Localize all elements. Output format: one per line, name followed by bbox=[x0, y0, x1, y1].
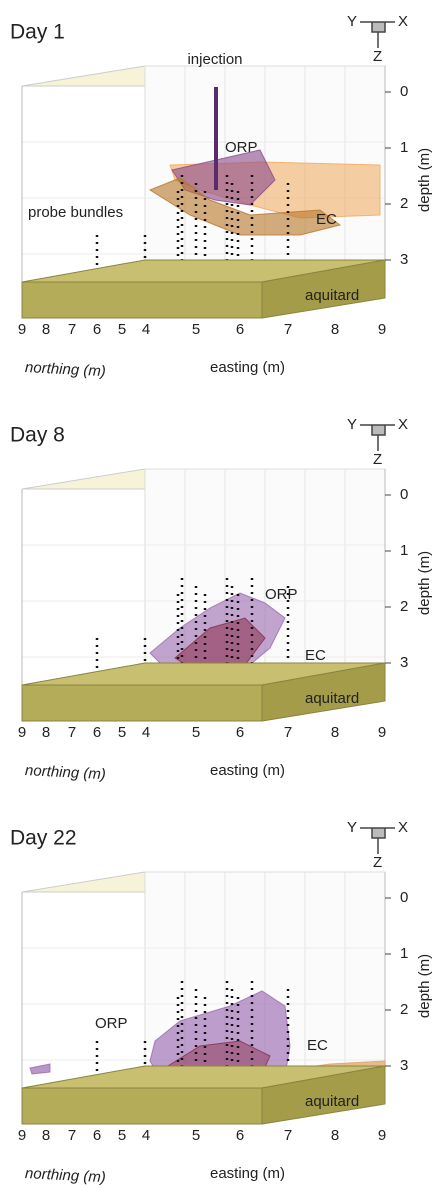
depth-tick-label: 1 bbox=[400, 139, 408, 156]
northing-tick-label: 7 bbox=[68, 724, 76, 741]
aquitard-side bbox=[261, 259, 386, 319]
annotation: aquitard bbox=[305, 1093, 359, 1110]
annotation: ORP bbox=[95, 1015, 128, 1032]
aquitard-front bbox=[21, 684, 263, 722]
easting-tick-label: 8 bbox=[331, 321, 339, 338]
northing-tick-label: 9 bbox=[18, 321, 26, 338]
northing-label: northing (m) bbox=[25, 359, 107, 380]
northing-tick-label: 8 bbox=[42, 1127, 50, 1144]
northing-tick-label: 6 bbox=[93, 321, 101, 338]
easting-tick-label: 5 bbox=[192, 724, 200, 741]
northing-tick-label: 8 bbox=[42, 321, 50, 338]
depth-tick-label: 3 bbox=[400, 1057, 408, 1074]
orientation-x: X bbox=[398, 13, 408, 30]
northing-label: northing (m) bbox=[25, 762, 107, 783]
easting-tick-label: 7 bbox=[284, 1127, 292, 1144]
easting-tick-label: 9 bbox=[378, 724, 386, 741]
orientation-z: Z bbox=[373, 48, 382, 65]
orientation-x: X bbox=[398, 416, 408, 433]
orientation-glyph bbox=[360, 827, 395, 854]
orientation-glyph bbox=[360, 21, 395, 48]
panel-title: Day 8 bbox=[10, 424, 65, 447]
panel-title: Day 1 bbox=[10, 21, 65, 44]
annotation: EC bbox=[316, 211, 337, 228]
aquitard-side bbox=[261, 662, 386, 722]
northing-tick-label: 4 bbox=[142, 1127, 150, 1144]
depth-tick-label: 2 bbox=[400, 1001, 408, 1018]
annotation: ORP bbox=[225, 139, 258, 156]
depth-tick-label: 2 bbox=[400, 195, 408, 212]
easting-tick-label: 9 bbox=[378, 321, 386, 338]
depth-label: depth (m) bbox=[416, 954, 433, 1018]
easting-tick-label: 6 bbox=[236, 321, 244, 338]
plume bbox=[29, 1063, 51, 1075]
annotation: EC bbox=[307, 1037, 328, 1054]
easting-label: easting (m) bbox=[210, 1165, 285, 1182]
northing-tick-label: 9 bbox=[18, 1127, 26, 1144]
aquitard-side bbox=[261, 1065, 386, 1125]
easting-tick-label: 6 bbox=[236, 724, 244, 741]
northing-tick-label: 8 bbox=[42, 724, 50, 741]
panel-title: Day 22 bbox=[10, 827, 77, 850]
depth-tick-label: 0 bbox=[400, 486, 408, 503]
orientation-y: Y bbox=[347, 13, 357, 30]
depth-tick-label: 3 bbox=[400, 654, 408, 671]
plume bbox=[148, 177, 342, 236]
depth-tick-label: 1 bbox=[400, 542, 408, 559]
annotation: aquitard bbox=[305, 287, 359, 304]
northing-tick-label: 6 bbox=[93, 1127, 101, 1144]
easting-tick-label: 7 bbox=[284, 724, 292, 741]
northing-tick-label: 5 bbox=[118, 724, 126, 741]
depth-tick-label: 2 bbox=[400, 598, 408, 615]
depth-tick-label: 1 bbox=[400, 945, 408, 962]
depth-tick-label: 0 bbox=[400, 83, 408, 100]
aquitard-front bbox=[21, 1087, 263, 1125]
easting-tick-label: 9 bbox=[378, 1127, 386, 1144]
northing-tick-label: 7 bbox=[68, 321, 76, 338]
northing-tick-label: 5 bbox=[118, 321, 126, 338]
northing-tick-label: 4 bbox=[142, 724, 150, 741]
northing-tick-label: 7 bbox=[68, 1127, 76, 1144]
orientation-x: X bbox=[398, 819, 408, 836]
easting-label: easting (m) bbox=[210, 762, 285, 779]
northing-tick-label: 9 bbox=[18, 724, 26, 741]
easting-tick-label: 5 bbox=[192, 321, 200, 338]
annotation: injection bbox=[187, 51, 242, 68]
aquitard-front bbox=[21, 281, 263, 319]
orientation-y: Y bbox=[347, 416, 357, 433]
easting-tick-label: 5 bbox=[192, 1127, 200, 1144]
northing-tick-label: 4 bbox=[142, 321, 150, 338]
orientation-glyph bbox=[360, 424, 395, 451]
northing-tick-label: 6 bbox=[93, 724, 101, 741]
annotation: aquitard bbox=[305, 690, 359, 707]
easting-label: easting (m) bbox=[210, 359, 285, 376]
annotation: ORP bbox=[265, 586, 298, 603]
depth-tick-label: 0 bbox=[400, 889, 408, 906]
orientation-z: Z bbox=[373, 854, 382, 871]
depth-label: depth (m) bbox=[416, 551, 433, 615]
easting-tick-label: 8 bbox=[331, 724, 339, 741]
depth-label: depth (m) bbox=[416, 148, 433, 212]
orientation-z: Z bbox=[373, 451, 382, 468]
depth-tick-label: 3 bbox=[400, 251, 408, 268]
northing-tick-label: 5 bbox=[118, 1127, 126, 1144]
annotation: probe bundles bbox=[28, 204, 123, 221]
northing-label: northing (m) bbox=[25, 1165, 107, 1186]
easting-tick-label: 6 bbox=[236, 1127, 244, 1144]
easting-tick-label: 8 bbox=[331, 1127, 339, 1144]
annotation: EC bbox=[305, 647, 326, 664]
orientation-y: Y bbox=[347, 819, 357, 836]
easting-tick-label: 7 bbox=[284, 321, 292, 338]
